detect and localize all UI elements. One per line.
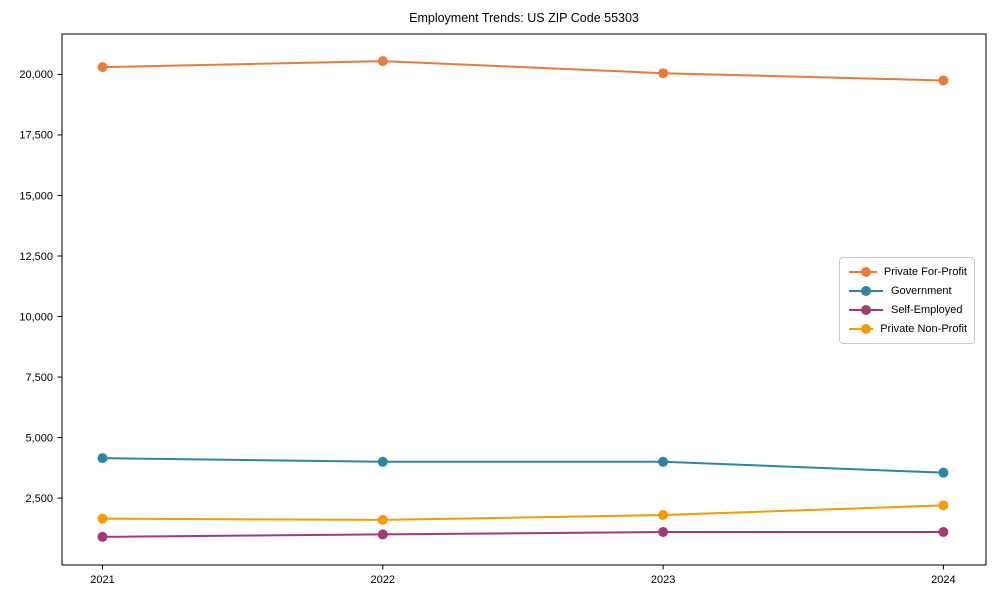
- legend-marker-dot: [861, 286, 871, 297]
- y-tick-label: 2,500: [25, 493, 53, 505]
- series-line: [101, 530, 945, 538]
- y-tick-label: 10,000: [19, 311, 53, 323]
- series-line: [101, 504, 945, 521]
- data-point-marker: [97, 62, 108, 73]
- x-tick-label: 2024: [931, 574, 955, 586]
- data-point-marker: [658, 526, 669, 537]
- data-point-marker: [97, 531, 108, 542]
- data-point-marker: [377, 456, 388, 467]
- legend-line-marker-icon: [849, 304, 883, 315]
- legend-marker-dot: [861, 323, 871, 334]
- y-tick-label: 17,500: [19, 130, 53, 142]
- x-tick-label: 2023: [651, 574, 675, 586]
- legend-label: Private For-Profit: [883, 266, 967, 279]
- data-point-marker: [377, 56, 388, 67]
- chart-title: Employment Trends: US ZIP Code 55303: [409, 11, 639, 25]
- y-tick-label: 12,500: [19, 251, 53, 263]
- legend-item: Private Non-Profit: [848, 319, 967, 338]
- data-point-marker: [938, 526, 949, 537]
- legend-item: Private For-Profit: [848, 263, 967, 282]
- x-axis: 2021 2022 2023 2024: [90, 565, 956, 586]
- series-line: [101, 457, 945, 474]
- legend: Private For-Profit Government Self-Employe…: [839, 257, 975, 344]
- legend-item: Self-Employed: [848, 301, 967, 320]
- y-tick-label: 7,500: [25, 372, 53, 384]
- axes-border: [61, 33, 987, 566]
- legend-line-marker-icon: [849, 286, 883, 297]
- series-lines: [97, 56, 949, 542]
- data-point-marker: [377, 514, 388, 525]
- y-tick-label: 5,000: [25, 432, 53, 444]
- plot-frame: [61, 33, 987, 566]
- y-axis: 2,500 5,000 7,500 10,000 12,500 15,000 17,500 2…: [19, 69, 62, 505]
- legend-marker-dot: [861, 304, 871, 315]
- data-point-marker: [97, 453, 108, 464]
- legend-marker-dot: [861, 267, 871, 278]
- data-point-marker: [658, 68, 669, 79]
- legend-label: Private Non-Profit: [880, 322, 967, 335]
- legend-label: Government: [891, 285, 952, 298]
- x-tick-label: 2021: [90, 574, 114, 586]
- data-point-marker: [658, 456, 669, 467]
- x-tick-label: 2022: [371, 574, 395, 586]
- legend-label: Self-Employed: [891, 303, 963, 316]
- data-point-marker: [938, 500, 949, 511]
- data-point-marker: [938, 75, 949, 86]
- y-tick-label: 15,000: [19, 190, 53, 202]
- y-tick-label: 20,000: [19, 69, 53, 81]
- series-line: [101, 60, 945, 82]
- legend-line-marker-icon: [849, 267, 877, 278]
- data-point-marker: [938, 467, 949, 478]
- data-point-marker: [97, 513, 108, 524]
- data-point-marker: [658, 510, 669, 521]
- legend-line-marker-icon: [849, 323, 874, 334]
- legend-item: Government: [848, 282, 967, 301]
- data-point-marker: [377, 529, 388, 540]
